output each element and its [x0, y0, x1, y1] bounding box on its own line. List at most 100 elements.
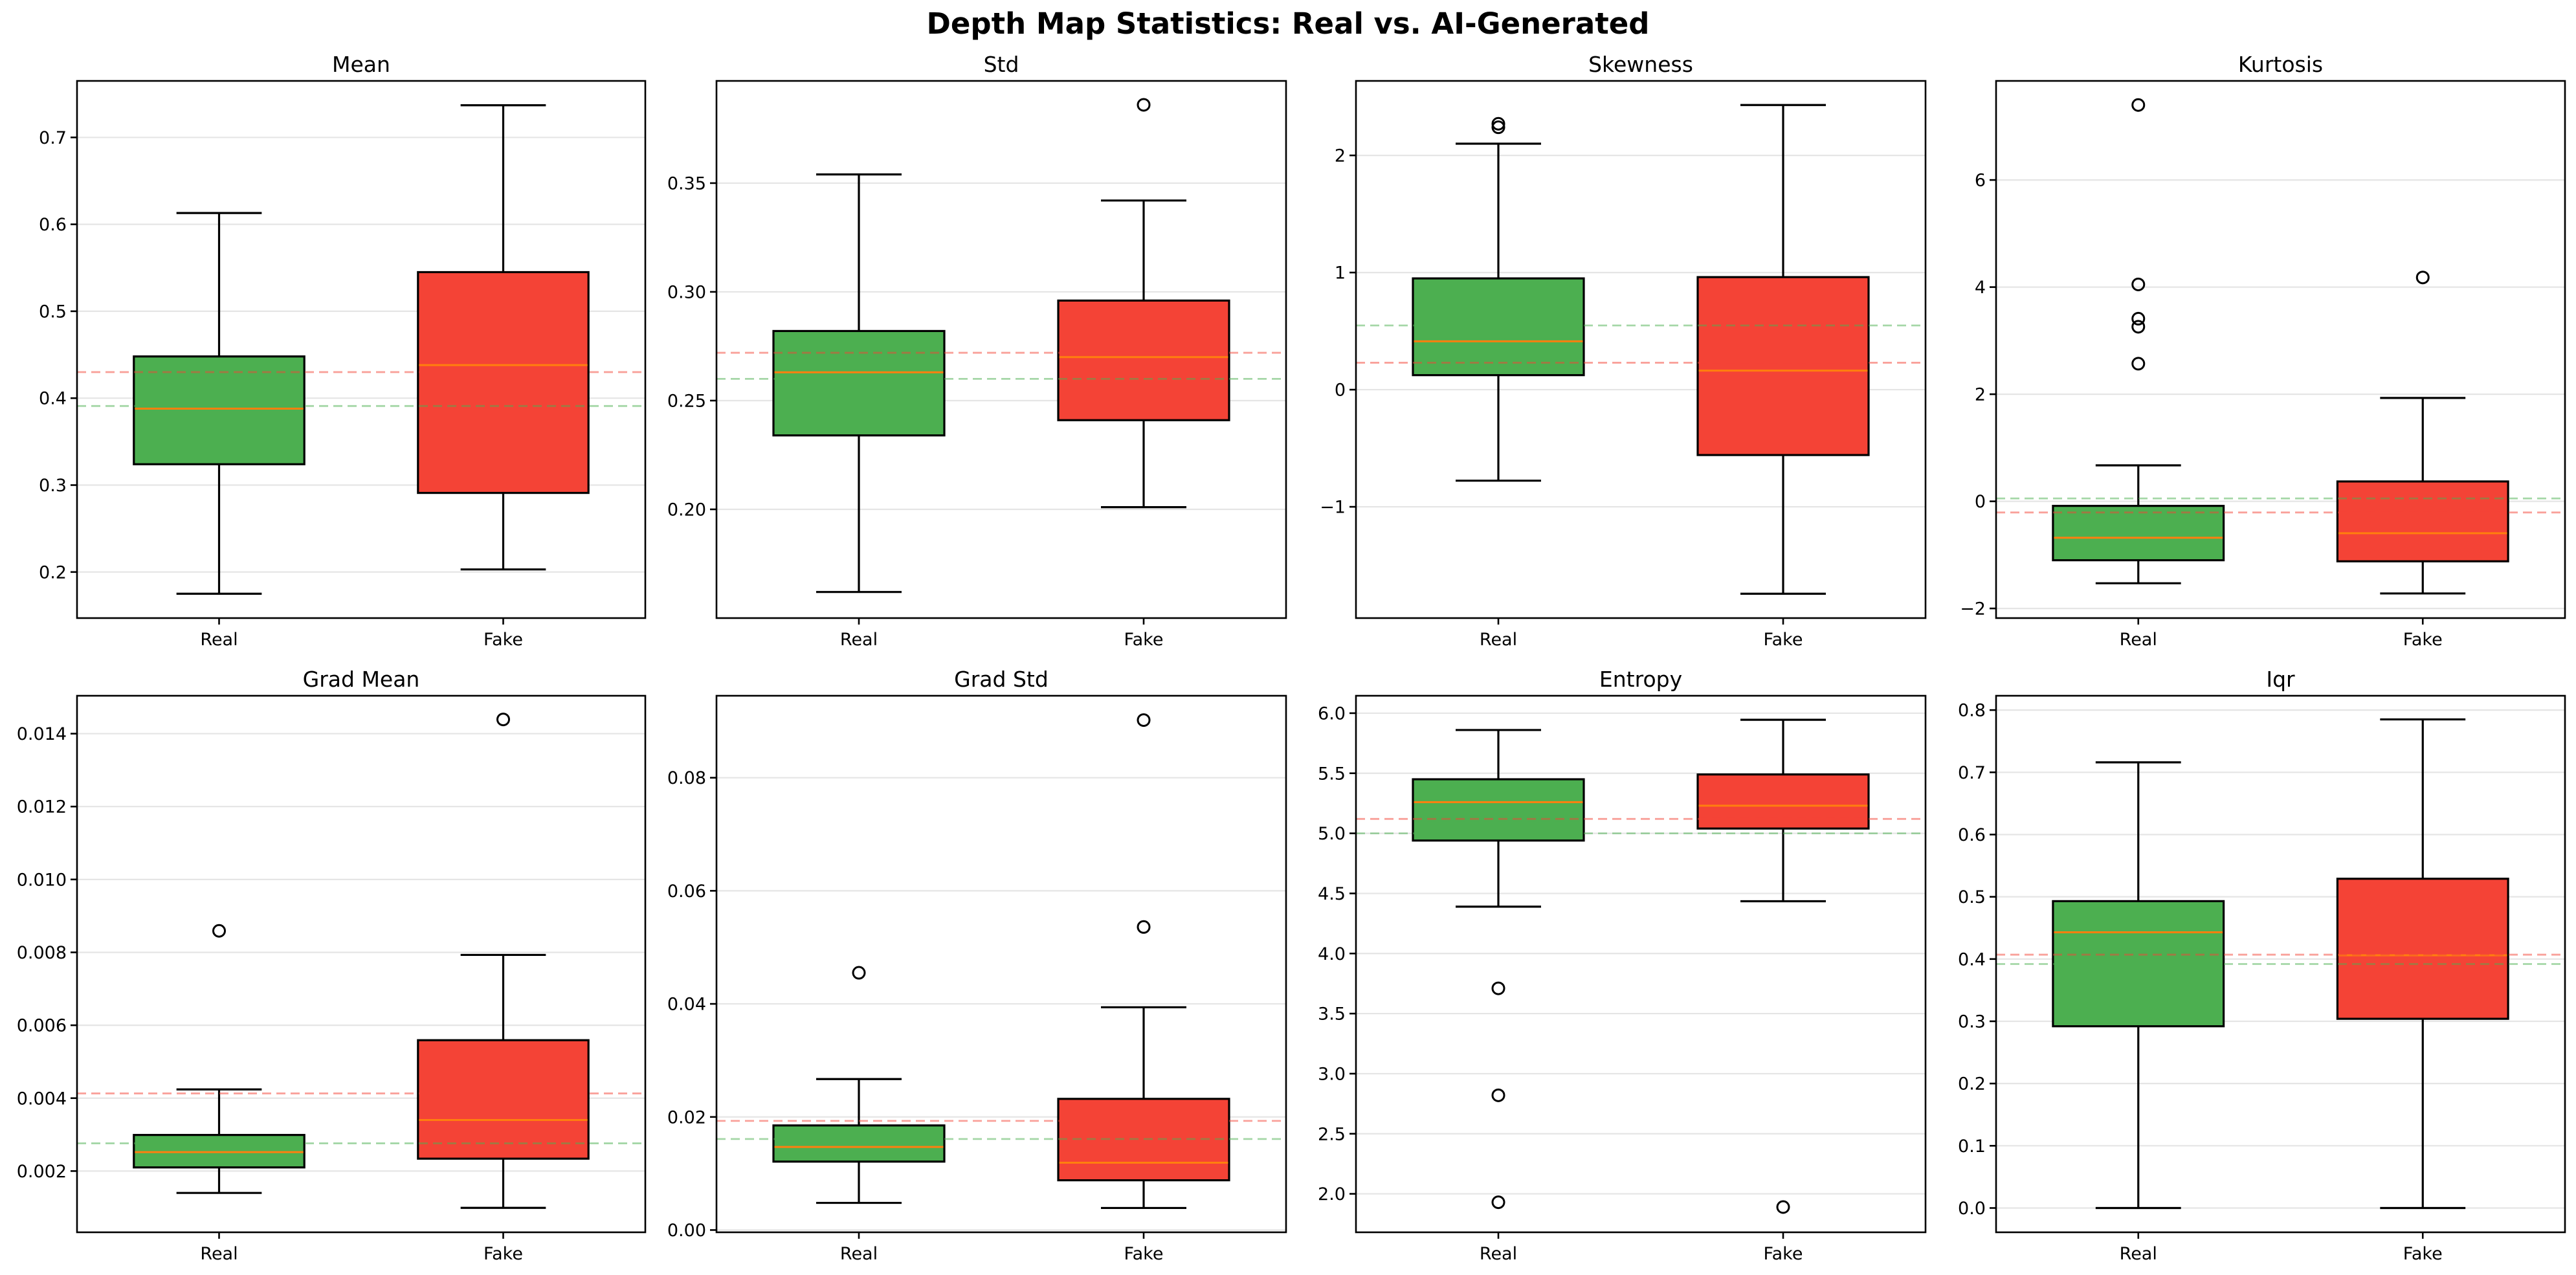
- y-tick-label: 2: [1335, 146, 1346, 166]
- y-tick-label: 0.7: [39, 128, 67, 148]
- panel-title: Grad Mean: [303, 667, 420, 692]
- iqr-box: [1412, 778, 1585, 842]
- y-tick-label: 0.00: [667, 1221, 706, 1241]
- y-tick-label: 0.02: [667, 1107, 706, 1127]
- panel-title: Iqr: [2266, 667, 2295, 692]
- box-real: [1412, 729, 1585, 1210]
- y-tick-label: 0.4: [1958, 949, 1986, 970]
- y-tick-label: 0.002: [17, 1162, 67, 1182]
- panel-grad-std: Grad Std 0.00 0.02 0.04 0.06 0.08 Real Fake: [667, 667, 1287, 1264]
- outlier-point: [1491, 1195, 1505, 1210]
- y-tick-label: 0.06: [667, 881, 706, 902]
- y-tick-label: 0.4: [39, 389, 67, 409]
- box-real: [772, 173, 946, 593]
- x-tick-label: Real: [840, 1244, 878, 1264]
- axes-frame: [1995, 694, 2566, 1234]
- iqr-box: [1057, 299, 1230, 421]
- x-tick-label: Real: [1480, 1244, 1517, 1264]
- outlier-point: [1491, 1088, 1505, 1102]
- y-tick-label: 0.004: [17, 1089, 67, 1109]
- box-fake: [2336, 718, 2509, 1210]
- y-tick-label: 5.5: [1318, 764, 1346, 784]
- outlier-point: [2131, 320, 2146, 334]
- iqr-box: [1696, 773, 1870, 830]
- box-real: [772, 966, 946, 1204]
- panel-title: Grad Std: [954, 667, 1049, 692]
- outlier-point: [2131, 311, 2146, 326]
- y-tick-label: 0.0: [1958, 1199, 1986, 1219]
- iqr-box: [417, 271, 590, 494]
- iqr-box: [772, 1124, 946, 1163]
- x-tick-label: Fake: [1764, 1244, 1803, 1264]
- y-tick-label: −2: [1960, 599, 1986, 619]
- panel-entropy: Entropy 2.0 2.5 3.0 3.5 4.0 4.5 5.0 5.5 6.0 Real Fa…: [1318, 667, 1927, 1264]
- y-tick-label: −1: [1320, 498, 1346, 518]
- y-tick-label: 0.04: [667, 995, 706, 1015]
- x-tick-label: Real: [200, 630, 238, 650]
- y-tick-label: 2.0: [1318, 1184, 1346, 1204]
- x-tick-label: Real: [2120, 1244, 2157, 1264]
- outlier-point: [2131, 98, 2146, 112]
- y-tick-label: 0.012: [17, 797, 67, 817]
- box-real: [2052, 98, 2225, 584]
- axes-frame: [1995, 80, 2566, 619]
- x-tick-label: Real: [2120, 630, 2157, 650]
- axes-frame: [76, 694, 647, 1234]
- x-tick-label: Fake: [2403, 630, 2443, 650]
- box-real: [133, 924, 305, 1194]
- y-tick-label: 2.5: [1318, 1124, 1346, 1144]
- panel-std: Std 0.20 0.25 0.30 0.35 Real Fake: [667, 52, 1287, 650]
- x-tick-label: Real: [1480, 630, 1517, 650]
- y-tick-label: 0.6: [39, 215, 67, 235]
- panel-skewness: Skewness −1 0 1 2 Real Fake: [1320, 52, 1927, 650]
- panel-title: Entropy: [1599, 667, 1682, 692]
- axes-frame: [715, 80, 1287, 619]
- x-tick-label: Real: [840, 630, 878, 650]
- outlier-point: [1491, 116, 1505, 131]
- iqr-box: [417, 1039, 590, 1160]
- y-tick-label: 0.20: [667, 500, 706, 520]
- outlier-point: [496, 713, 510, 727]
- y-tick-label: 0: [1335, 381, 1346, 401]
- outlier-point: [852, 966, 866, 980]
- y-tick-label: 0.6: [1958, 825, 1986, 845]
- box-real: [133, 212, 305, 595]
- figure-title: Depth Map Statistics: Real vs. AI-Genera…: [927, 6, 1650, 41]
- y-tick-label: 0.5: [39, 302, 67, 322]
- y-tick-label: 5.0: [1318, 824, 1346, 844]
- y-tick-label: 0.3: [39, 476, 67, 496]
- y-tick-label: 3.5: [1318, 1004, 1346, 1025]
- panel-title: Mean: [332, 52, 390, 77]
- panel-mean: Mean 0.2 0.3 0.4 0.5 0.6 0.7 Real Fake: [39, 52, 647, 650]
- y-tick-label: 6: [1975, 171, 1986, 191]
- x-tick-label: Fake: [1124, 630, 1164, 650]
- outlier-point: [1137, 920, 1151, 934]
- y-tick-label: 0.006: [17, 1016, 67, 1036]
- outlier-point: [2415, 271, 2430, 285]
- box-fake: [1057, 98, 1230, 509]
- y-tick-label: 4.0: [1318, 944, 1346, 964]
- iqr-box: [2336, 878, 2509, 1020]
- box-fake: [417, 104, 590, 571]
- x-tick-label: Fake: [2403, 1244, 2443, 1264]
- iqr-box: [133, 355, 305, 465]
- y-tick-label: 0.2: [39, 562, 67, 582]
- box-fake: [417, 713, 590, 1209]
- y-tick-label: 0.8: [1958, 701, 1986, 721]
- iqr-box: [2336, 480, 2509, 562]
- y-tick-label: 0: [1975, 492, 1986, 512]
- panel-title: Kurtosis: [2238, 52, 2323, 77]
- outlier-point: [1491, 120, 1505, 135]
- x-tick-label: Real: [200, 1244, 238, 1264]
- x-tick-label: Fake: [483, 1244, 523, 1264]
- x-tick-label: Fake: [483, 630, 523, 650]
- box-real: [1412, 116, 1585, 482]
- axes-frame: [1355, 80, 1927, 619]
- iqr-box: [1696, 276, 1870, 456]
- y-tick-label: 0.2: [1958, 1074, 1986, 1094]
- box-fake: [1696, 104, 1870, 595]
- y-tick-label: 0.3: [1958, 1012, 1986, 1032]
- outlier-point: [212, 924, 226, 938]
